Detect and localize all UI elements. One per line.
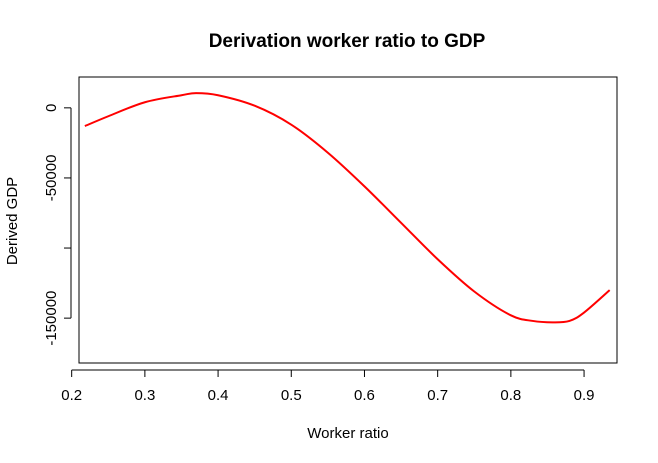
y-tick-label: -150000 (43, 291, 60, 346)
x-tick-label: 0.8 (500, 387, 521, 404)
x-tick-label: 0.5 (281, 387, 302, 404)
y-axis-label: Derived GDP (4, 177, 21, 265)
x-tick-label: 0.6 (354, 387, 375, 404)
y-tick-label: 0 (43, 104, 60, 112)
plot-frame (78, 76, 618, 364)
x-axis: 0.2 0.3 0.4 0.5 0.6 0.7 0.8 0.9 (61, 369, 595, 404)
x-tick-label: 0.9 (574, 387, 595, 404)
y-axis: 0 -50000 -150000 (43, 104, 72, 346)
x-tick-label: 0.7 (427, 387, 448, 404)
data-line (84, 92, 611, 324)
y-tick-label: -50000 (43, 155, 60, 202)
x-axis-label: Worker ratio (307, 425, 388, 442)
x-tick-label: 0.3 (134, 387, 155, 404)
x-tick-label: 0.4 (208, 387, 229, 404)
chart-title: Derivation worker ratio to GDP (209, 31, 486, 52)
x-tick-label: 0.2 (61, 387, 82, 404)
